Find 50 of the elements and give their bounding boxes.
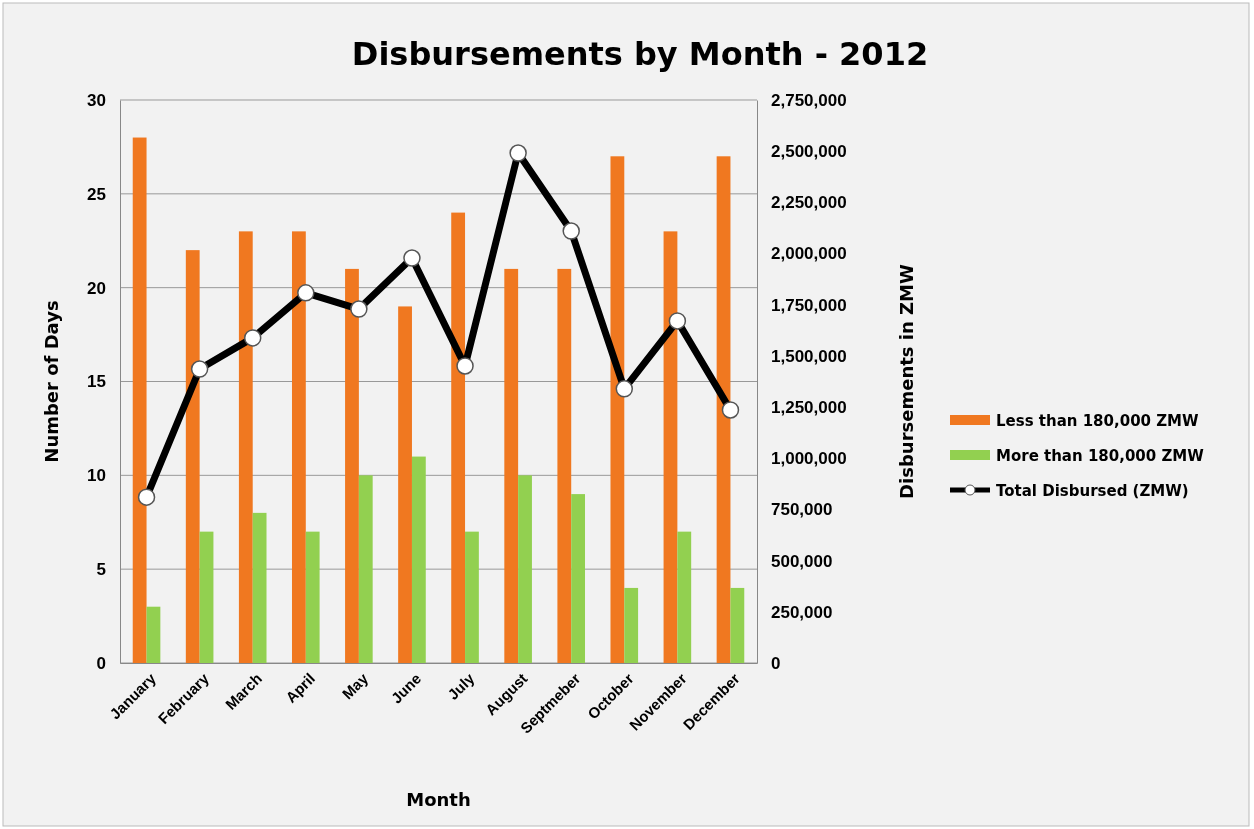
- bar: [411, 456, 426, 663]
- bar: [146, 606, 161, 663]
- y2-tick-label: 2,750,000: [771, 90, 847, 110]
- y2-tick-label: 250,000: [771, 602, 833, 622]
- bar: [730, 587, 745, 663]
- y2-tick-label: 1,500,000: [771, 346, 847, 366]
- bar: [465, 531, 479, 663]
- bar: [185, 250, 200, 663]
- chart-title: Disbursements by Month - 2012: [351, 35, 929, 73]
- legend-label: Total Disbursed (ZMW): [996, 482, 1189, 500]
- legend-label: More than 180,000 ZMW: [996, 447, 1205, 465]
- bar: [398, 306, 412, 663]
- y-tick-label: 0: [96, 653, 106, 673]
- bar: [345, 268, 359, 663]
- x-axis-title: Month: [406, 789, 471, 810]
- bar: [571, 494, 586, 663]
- y2-tick-label: 2,250,000: [771, 193, 847, 213]
- bar: [199, 531, 214, 663]
- y2-tick-label: 1,000,000: [771, 449, 847, 469]
- y-axis-title: Number of Days: [41, 300, 62, 463]
- y2-tick-label: 1,250,000: [771, 398, 847, 418]
- y-tick-label: 15: [87, 372, 106, 392]
- bar: [238, 231, 253, 663]
- y-tick-label: 10: [87, 466, 106, 486]
- y-tick-label: 30: [87, 90, 106, 110]
- y2-axis-title: Disbursements in ZMW: [896, 263, 917, 499]
- bar: [451, 212, 466, 663]
- bar: [716, 156, 731, 663]
- bar: [305, 531, 320, 663]
- y2-tick-label: 750,000: [771, 500, 833, 520]
- y-tick-label: 20: [87, 278, 106, 298]
- bar: [358, 475, 373, 663]
- bar: [504, 268, 519, 663]
- y2-tick-label: 2,000,000: [771, 244, 847, 264]
- y-tick-label: 5: [96, 560, 106, 580]
- y-tick-label: 25: [87, 184, 106, 204]
- legend-label: Less than 180,000 ZMW: [996, 412, 1200, 430]
- bar: [518, 475, 532, 663]
- bar: [624, 587, 639, 663]
- y2-tick-label: 2,500,000: [771, 142, 847, 162]
- y2-tick-label: 0: [771, 653, 781, 673]
- bar: [252, 512, 267, 663]
- bar: [291, 231, 306, 663]
- bar: [677, 531, 692, 663]
- bar: [132, 137, 147, 663]
- bar: [610, 156, 625, 663]
- bar: [663, 231, 678, 663]
- bar: [557, 268, 572, 663]
- y2-tick-label: 1,750,000: [771, 295, 847, 315]
- y2-tick-label: 500,000: [771, 551, 833, 571]
